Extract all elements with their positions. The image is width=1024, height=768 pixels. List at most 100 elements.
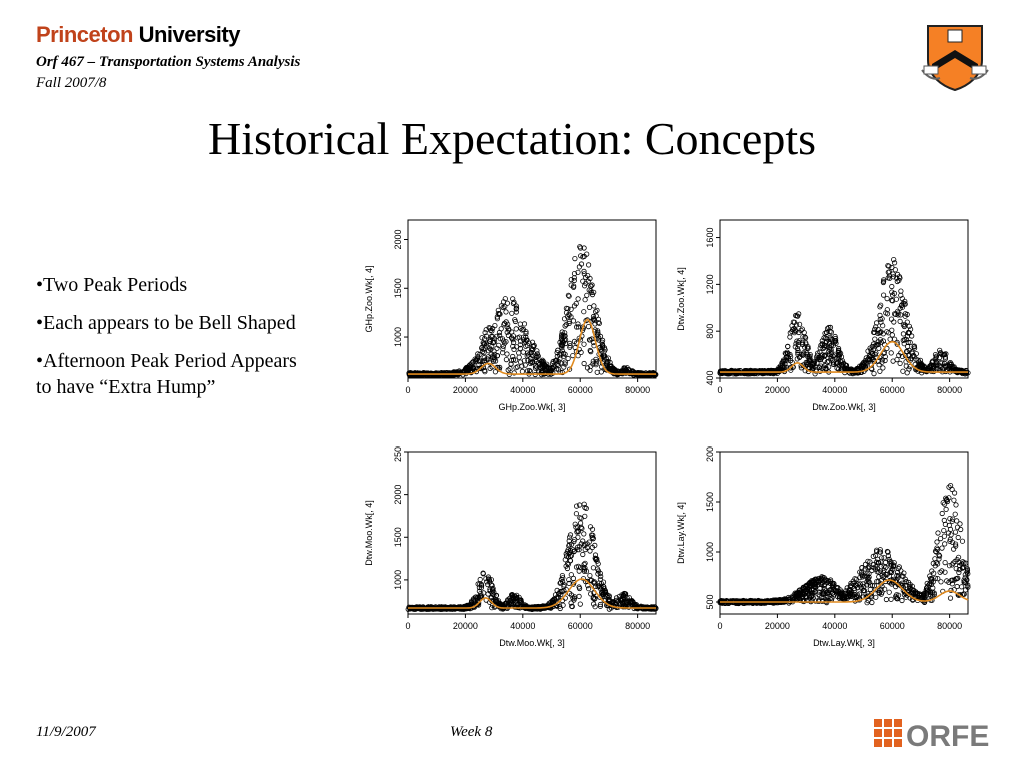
data-point — [511, 370, 517, 376]
data-point — [593, 356, 599, 362]
data-point — [793, 328, 799, 335]
data-point — [487, 588, 493, 594]
data-point — [938, 579, 944, 585]
data-point — [567, 343, 573, 349]
data-point — [519, 368, 525, 374]
data-point — [921, 599, 927, 605]
data-point — [575, 528, 581, 534]
data-point — [521, 321, 528, 327]
data-point — [824, 359, 830, 365]
data-point — [933, 353, 940, 359]
data-point — [627, 598, 634, 604]
data-point — [467, 366, 473, 372]
data-point — [806, 587, 812, 593]
data-point — [575, 534, 581, 540]
data-point — [727, 598, 734, 604]
data-point — [892, 311, 898, 317]
data-point — [597, 594, 603, 600]
expectation-curve — [720, 579, 969, 603]
data-point — [865, 578, 871, 584]
data-point — [840, 595, 846, 601]
y-axis-label: Dtw.Moo.Wk[, 4] — [364, 500, 374, 566]
x-tick-label: 80000 — [625, 621, 650, 631]
data-point — [613, 595, 620, 601]
data-point — [572, 255, 578, 262]
data-point — [802, 344, 808, 350]
data-point — [881, 563, 887, 569]
data-point — [567, 366, 573, 372]
data-point — [559, 340, 566, 346]
data-point — [964, 566, 970, 572]
data-point — [872, 336, 878, 342]
data-point — [562, 361, 568, 367]
data-point — [866, 571, 872, 577]
y-tick-label: 1200 — [705, 274, 715, 294]
data-point — [568, 600, 574, 606]
data-point — [951, 497, 957, 503]
data-point — [555, 367, 562, 373]
data-point — [487, 325, 493, 331]
data-point — [796, 354, 803, 360]
data-point — [877, 549, 884, 555]
data-point — [481, 350, 487, 356]
data-point — [570, 318, 577, 324]
scatter-plot-dtw-moo: 0 20000 40000 60000 80000 1000 1500 2000 2500 Dtw… — [358, 446, 664, 650]
data-point — [894, 341, 900, 347]
logo-word-university: University — [138, 22, 241, 47]
y-axis-label: GHp.Zoo.Wk[, 4] — [364, 265, 374, 332]
data-point — [582, 565, 588, 571]
data-point — [563, 551, 569, 557]
data-point — [571, 303, 578, 309]
data-point — [788, 365, 794, 371]
data-point — [513, 357, 519, 363]
data-point — [568, 553, 574, 559]
x-tick-label: 40000 — [510, 385, 535, 395]
data-point — [865, 565, 871, 571]
data-point — [589, 526, 596, 532]
data-point — [575, 524, 581, 530]
data-point — [577, 245, 584, 251]
data-point — [801, 330, 807, 336]
data-point — [496, 329, 503, 336]
data-point — [473, 594, 479, 600]
data-point — [828, 329, 834, 335]
data-point — [584, 292, 590, 298]
data-point — [647, 370, 653, 376]
data-point — [584, 541, 590, 547]
data-point — [795, 348, 801, 354]
data-point — [946, 484, 952, 490]
data-point — [834, 360, 840, 366]
data-point — [807, 579, 813, 586]
data-point — [497, 336, 503, 342]
data-point — [586, 304, 593, 311]
data-point — [877, 547, 883, 553]
data-point — [513, 326, 519, 332]
data-point — [961, 579, 967, 585]
data-point — [598, 573, 604, 579]
data-point — [891, 256, 897, 263]
data-point — [883, 572, 889, 578]
data-point — [881, 277, 887, 283]
data-point — [828, 356, 834, 362]
data-point — [510, 357, 517, 363]
data-point — [793, 312, 799, 319]
data-point — [879, 357, 885, 363]
data-point — [749, 598, 755, 604]
data-point — [513, 309, 519, 315]
data-point — [895, 308, 901, 314]
data-point — [947, 595, 954, 601]
data-point — [939, 510, 945, 517]
data-point — [814, 578, 820, 584]
data-point — [470, 359, 476, 365]
data-point — [935, 576, 941, 582]
x-tick-label: 0 — [405, 385, 410, 395]
data-point — [577, 601, 583, 607]
data-point — [606, 594, 612, 600]
data-point — [789, 359, 795, 366]
data-point — [871, 371, 877, 377]
data-point — [521, 337, 527, 343]
data-point — [509, 335, 515, 341]
data-point — [907, 364, 913, 370]
footer-week: Week 8 — [450, 724, 493, 740]
data-point — [903, 363, 909, 369]
